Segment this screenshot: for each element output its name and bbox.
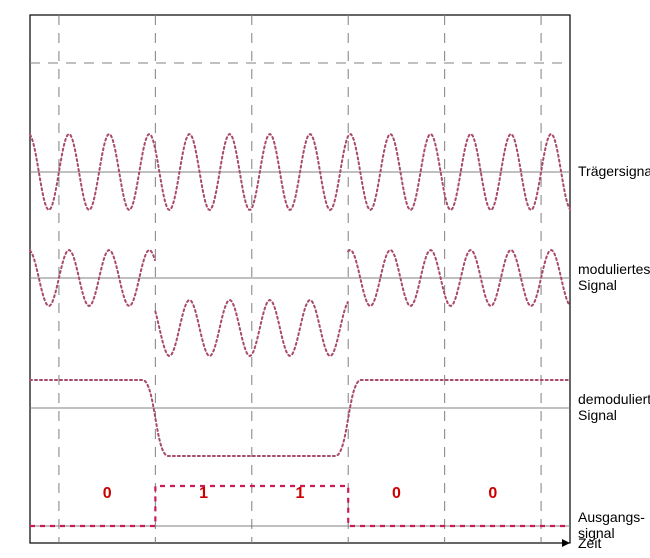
row-label-demod: demoduliertesSignal: [578, 391, 650, 423]
demod-wave: [30, 380, 570, 456]
x-axis-label: Zeit: [578, 535, 601, 551]
bit-label-3: 0: [392, 485, 401, 502]
modulated-wave: [30, 250, 570, 356]
row-label-carrier: Trägersignal: [578, 163, 650, 179]
bit-label-2: 1: [296, 485, 305, 502]
plot-frame: [30, 15, 570, 543]
bit-label-1: 1: [199, 485, 208, 502]
bit-label-0: 0: [103, 485, 112, 502]
row-label-modulated: moduliertesSignal: [578, 261, 650, 293]
x-axis-arrow: [562, 539, 570, 547]
grid-vertical: [59, 15, 541, 543]
bit-label-4: 0: [488, 485, 497, 502]
